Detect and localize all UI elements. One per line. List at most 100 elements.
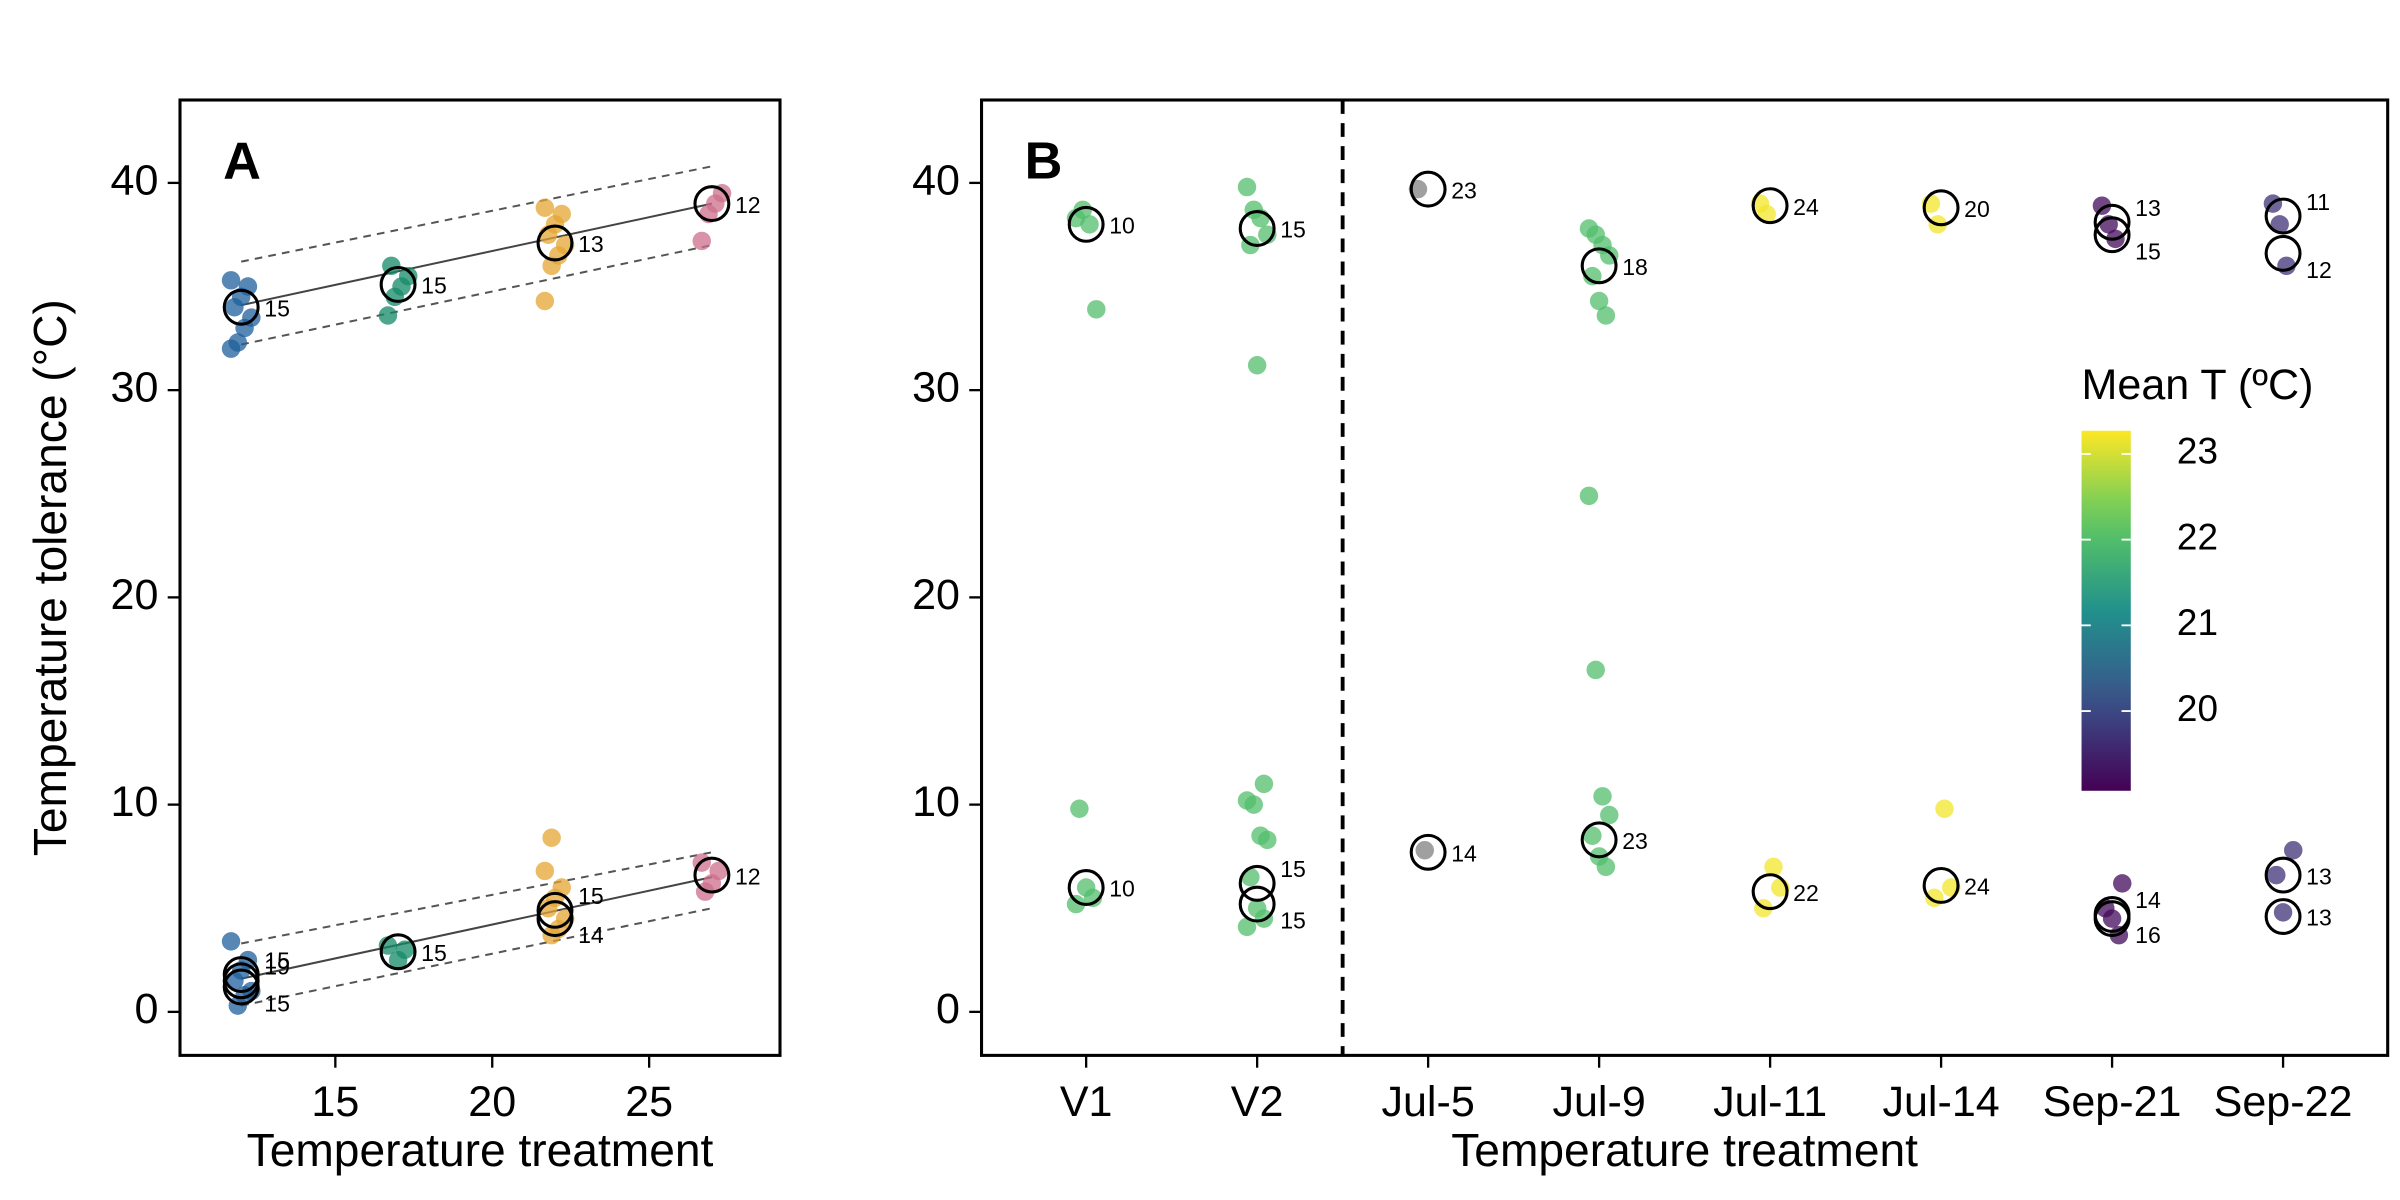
point xyxy=(709,861,728,881)
point xyxy=(2267,865,2286,885)
sample-size-label: 13 xyxy=(2135,195,2161,221)
point xyxy=(1415,840,1434,860)
y-tick-label: 30 xyxy=(111,364,159,412)
x-tick-label: Jul-9 xyxy=(1552,1078,1645,1126)
point xyxy=(1757,204,1776,224)
point xyxy=(1579,486,1599,506)
point xyxy=(1586,660,1605,680)
sample-size-label: 15 xyxy=(1280,217,1306,243)
x-tick-label: Jul-11 xyxy=(1713,1078,1827,1126)
mean-circle xyxy=(536,891,574,929)
mean-circle xyxy=(1751,187,1789,225)
y-tick-label: 20 xyxy=(912,571,960,619)
mean-circle xyxy=(2093,203,2131,241)
point xyxy=(228,333,248,352)
colorbar-tick-label: 22 xyxy=(2177,516,2218,557)
point xyxy=(395,940,415,959)
mean-circle xyxy=(222,968,260,1006)
point xyxy=(1237,917,1257,937)
mean-circle xyxy=(1580,821,1618,859)
y-tick-label: 10 xyxy=(111,778,159,826)
mean-circle xyxy=(693,856,731,894)
mean-circle xyxy=(1922,189,1960,227)
point xyxy=(1596,306,1616,325)
point xyxy=(1083,888,1103,908)
point xyxy=(2273,903,2293,922)
point xyxy=(552,204,571,224)
y-tick-label: 0 xyxy=(936,985,960,1033)
sample-size-label: 15 xyxy=(264,947,290,973)
point xyxy=(692,231,711,251)
sample-size-label: 22 xyxy=(1793,880,1819,906)
point xyxy=(2092,196,2112,215)
x-tick-label: Jul-14 xyxy=(1882,1078,1999,1126)
sample-size-label: 23 xyxy=(1622,828,1648,854)
sample-size-label: 14 xyxy=(2135,887,2161,913)
panel-label: B xyxy=(1025,132,1063,190)
point xyxy=(1600,805,1619,825)
sample-size-label: 10 xyxy=(1109,876,1135,902)
point xyxy=(2270,215,2289,234)
mean-circle xyxy=(2093,900,2131,938)
point xyxy=(1066,894,1086,914)
mean-circle xyxy=(1238,885,1276,923)
sample-size-label: 15 xyxy=(1280,856,1306,882)
sample-size-label: 13 xyxy=(578,231,604,257)
point xyxy=(1596,857,1616,877)
point xyxy=(221,271,241,290)
mean-circle xyxy=(2264,197,2302,235)
point xyxy=(1589,291,1609,311)
point xyxy=(1080,215,1099,234)
x-tick-label: V1 xyxy=(1060,1078,1113,1126)
mean-circle xyxy=(379,265,417,303)
sample-size-label: 15 xyxy=(578,883,604,909)
point xyxy=(1258,830,1277,850)
colorbar-tick-label: 21 xyxy=(2177,602,2218,643)
sample-size-label: 20 xyxy=(1964,196,1990,222)
point xyxy=(1583,826,1602,845)
x-tick-label: Sep-22 xyxy=(2214,1078,2353,1126)
mean-circle xyxy=(536,900,574,938)
y-tick-label: 30 xyxy=(912,364,960,412)
point xyxy=(378,306,398,325)
sample-size-label: 16 xyxy=(2135,922,2161,948)
sample-size-label: 24 xyxy=(1793,194,1819,220)
fit-line xyxy=(240,202,713,307)
x-tick-label: Sep-21 xyxy=(2043,1078,2182,1126)
fit-line xyxy=(241,851,713,945)
point xyxy=(1237,177,1257,197)
point xyxy=(1244,795,1263,814)
sample-size-label: 14 xyxy=(578,922,604,948)
y-tick-label: 20 xyxy=(111,571,159,619)
mean-circle xyxy=(222,288,260,326)
point xyxy=(399,266,418,286)
sample-size-label: 14 xyxy=(1451,840,1477,866)
point xyxy=(1593,787,1612,806)
x-axis-title: Temperature treatment xyxy=(1451,1124,1918,1176)
point xyxy=(2284,840,2303,860)
mean-circle xyxy=(1580,247,1618,285)
fit-line xyxy=(240,165,713,263)
y-tick-label: 40 xyxy=(912,156,960,204)
sample-size-label: 12 xyxy=(735,863,761,889)
point xyxy=(1583,266,1602,286)
point xyxy=(2113,874,2132,893)
sample-size-label: 15 xyxy=(421,940,447,966)
point xyxy=(1935,799,1954,818)
point xyxy=(1073,200,1092,220)
mean-circle xyxy=(2264,898,2302,935)
fit-line xyxy=(240,907,713,1007)
sample-size-label: 15 xyxy=(2135,238,2161,264)
x-axis-title: Temperature treatment xyxy=(247,1124,714,1176)
y-tick-label: 0 xyxy=(135,985,159,1033)
mean-circle xyxy=(2264,234,2302,272)
sample-size-label: 13 xyxy=(2306,863,2332,889)
mean-circle xyxy=(1409,833,1447,871)
point xyxy=(535,291,555,311)
mean-circle xyxy=(1409,170,1447,208)
mean-circle xyxy=(1751,873,1789,911)
sample-size-label: 15 xyxy=(264,991,290,1017)
mean-circle xyxy=(1067,205,1105,243)
mean-circle xyxy=(693,185,731,223)
